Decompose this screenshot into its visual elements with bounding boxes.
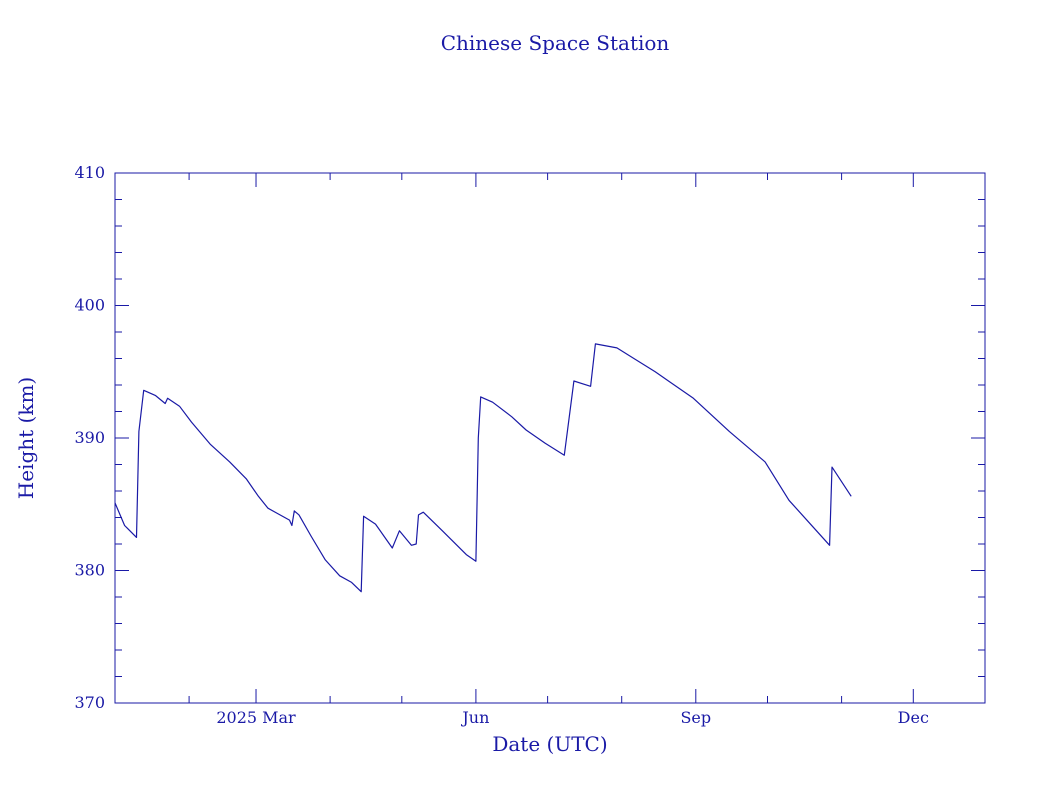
x-tick-label: Jun <box>460 708 489 727</box>
series-layer <box>114 343 852 593</box>
y-axis: 370 380 390 400 410 <box>74 163 985 712</box>
y-axis-label: Height (km) <box>14 377 38 499</box>
x-tick-label: Dec <box>898 708 929 727</box>
x-axis: 2025 Mar Jun Sep Dec <box>188 173 929 727</box>
x-tick-label: Sep <box>680 708 711 727</box>
y-tick-label: 400 <box>74 296 105 315</box>
series-line-height <box>114 343 852 593</box>
y-tick-label: 380 <box>74 561 105 580</box>
x-tick-label: 2025 Mar <box>216 708 296 727</box>
plot-border <box>114 172 986 704</box>
x-axis-label: Date (UTC) <box>492 732 607 756</box>
plot-frame <box>114 172 986 704</box>
y-tick-label: 370 <box>74 693 105 712</box>
y-tick-label: 410 <box>74 163 105 182</box>
chart-title: Chinese Space Station <box>441 31 670 55</box>
y-tick-label: 390 <box>74 428 105 447</box>
